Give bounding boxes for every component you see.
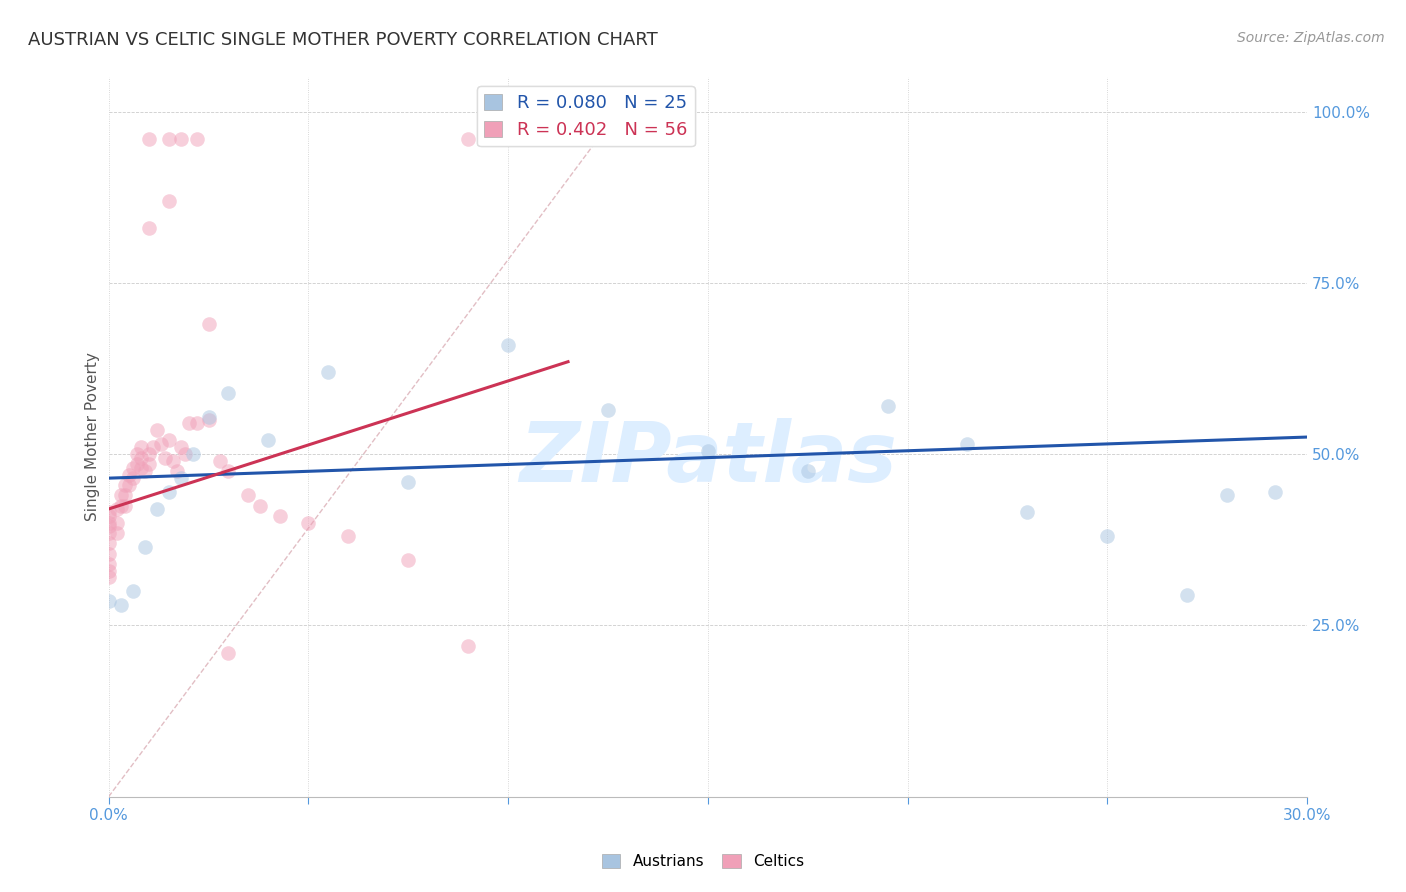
Point [181,447,204,461]
Text: AUSTRIAN VS CELTIC SINGLE MOTHER POVERTY CORRELATION CHART: AUSTRIAN VS CELTIC SINGLE MOTHER POVERTY… [28,31,658,49]
Point [117,478,139,492]
Point [114,488,136,502]
Point [153,450,176,465]
Point [97,536,120,550]
Point [269,508,291,523]
Point [1175,588,1198,602]
Point [197,409,219,424]
Point [177,417,200,431]
Point [121,584,143,599]
Point [396,475,419,489]
Point [169,132,191,146]
Point [796,464,818,478]
Point [105,502,128,516]
Point [105,516,128,530]
Point [110,598,132,612]
Point [1264,484,1286,499]
Point [110,488,132,502]
Point [97,525,120,540]
Point [217,646,239,660]
Point [97,557,120,571]
Point [217,385,239,400]
Point [121,461,143,475]
Point [157,132,180,146]
Point [169,471,191,485]
Point [97,547,120,561]
Point [457,132,479,146]
Point [145,502,167,516]
Point [337,529,360,543]
Point [1097,529,1119,543]
Point [138,221,160,235]
Point [166,464,188,478]
Point [157,484,180,499]
Point [318,365,340,379]
Point [696,443,718,458]
Point [125,458,148,472]
Point [157,434,180,448]
Point [138,458,160,472]
Legend: R = 0.080   N = 25, R = 0.402   N = 56: R = 0.080 N = 25, R = 0.402 N = 56 [477,87,695,146]
Point [134,464,156,478]
Point [157,194,180,208]
Point [134,540,156,554]
Point [297,516,319,530]
Point [186,132,208,146]
Point [209,454,232,468]
Point [217,464,239,478]
Point [197,317,219,331]
Point [956,437,979,451]
Point [97,564,120,578]
Point [117,467,139,482]
Point [138,132,160,146]
Point [186,417,208,431]
Point [1017,505,1039,519]
Point [97,594,120,608]
Point [149,437,172,451]
Point [97,519,120,533]
Point [257,434,280,448]
Point [97,505,120,519]
Point [142,440,165,454]
Point [110,499,132,513]
Legend: Austrians, Celtics: Austrians, Celtics [596,848,810,875]
Point [121,471,143,485]
Point [105,525,128,540]
Point [97,508,120,523]
Point [169,440,191,454]
Point [238,488,260,502]
Text: ZIPatlas: ZIPatlas [519,418,897,500]
Point [162,454,184,468]
Point [517,121,540,136]
Point [129,440,152,454]
Point [396,553,419,567]
Point [197,413,219,427]
Text: Source: ZipAtlas.com: Source: ZipAtlas.com [1237,31,1385,45]
Point [138,447,160,461]
Point [125,447,148,461]
Point [145,423,167,437]
Point [129,461,152,475]
Point [97,570,120,584]
Point [173,447,195,461]
Point [114,478,136,492]
Y-axis label: Single Mother Poverty: Single Mother Poverty [86,352,100,522]
Point [876,399,898,413]
Point [496,337,519,351]
Point [97,516,120,530]
Point [129,450,152,465]
Point [249,499,271,513]
Point [114,499,136,513]
Point [1216,488,1239,502]
Point [457,639,479,653]
Point [596,402,619,417]
